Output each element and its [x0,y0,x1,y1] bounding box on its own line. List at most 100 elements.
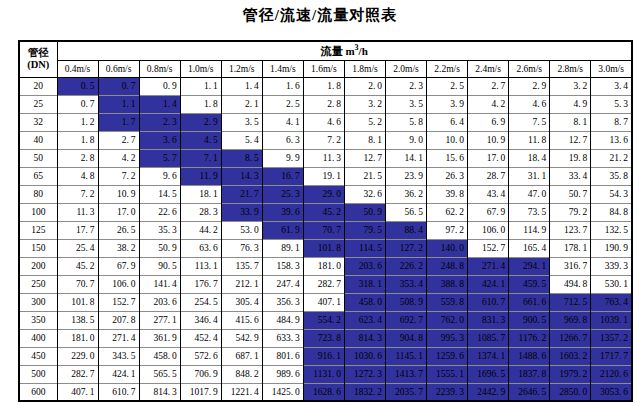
flow-cell: 90. 5 [139,257,180,275]
flow-cell: 114. 9 [509,221,550,239]
flow-cell: 2. 3 [386,77,427,95]
flow-cell-highlighted: 140. 0 [427,239,468,257]
flow-cell-highlighted: 814. 3 [344,329,385,347]
flow-cell: 89. 1 [262,239,303,257]
flow-cell: 4. 2 [98,149,139,167]
flow-cell-highlighted: 2035. 7 [386,383,427,401]
flow-cell: 2. 7 [468,77,509,95]
flow-cell-highlighted: 50. 9 [344,203,385,221]
flow-cell: 407. 1 [303,293,344,311]
flow-cell: 346. 4 [180,311,221,329]
velocity-header: 1.2m/s [221,60,262,77]
flow-cell: 152. 7 [98,293,139,311]
flow-cell-highlighted: 459. 5 [509,275,550,293]
flow-cell: 305. 4 [221,293,262,311]
flow-cell-highlighted: 3. 6 [139,131,180,149]
velocity-header: 2.8m/s [550,60,591,77]
flow-cell: 18. 1 [180,185,221,203]
flow-cell: 6. 3 [262,131,303,149]
flow-cell-highlighted: 2850. 0 [550,383,591,401]
flow-cell: 282. 7 [57,365,98,383]
flow-cell: 54. 3 [591,185,632,203]
flow-cell-highlighted: 318. 1 [344,275,385,293]
flow-cell: 212. 1 [221,275,262,293]
table-row: 350138. 5207. 8277. 1346. 4415. 6484. 95… [19,311,632,329]
flow-cell: 2. 7 [98,131,139,149]
dn-cell: 65 [19,167,57,185]
flow-cell-highlighted: 79. 5 [344,221,385,239]
flow-cell: 22. 6 [139,203,180,221]
flow-cell: 12. 7 [344,149,385,167]
flow-cell: 25. 4 [57,239,98,257]
flow-cell: 7. 2 [303,131,344,149]
flow-cell-highlighted: 1259. 6 [427,347,468,365]
flow-cell-highlighted: 1085. 7 [468,329,509,347]
flow-cell: 254. 5 [180,293,221,311]
flow-cell: 176. 7 [180,275,221,293]
table-row: 500282. 7424. 1565. 5706. 9848. 2989. 61… [19,365,632,383]
flow-cell-highlighted: 61. 9 [262,221,303,239]
flow-cell-highlighted: 271. 4 [468,257,509,275]
flow-cell: 494. 8 [550,275,591,293]
flow-cell: 10. 9 [468,131,509,149]
flow-cell: 5. 4 [221,131,262,149]
flow-cell: 14. 5 [139,185,180,203]
flow-cell: 39. 8 [427,185,468,203]
flow-cell: 62. 2 [427,203,468,221]
flow-cell-highlighted: 70. 7 [303,221,344,239]
flow-cell-highlighted: 2. 9 [180,113,221,131]
flow-cell: 5. 8 [386,113,427,131]
flow-cell: 79. 2 [550,203,591,221]
dn-cell: 150 [19,239,57,257]
flow-cell-highlighted: 1717. 7 [591,347,632,365]
flow-cell-highlighted: 916. 1 [303,347,344,365]
flow-cell-highlighted: 554. 2 [303,311,344,329]
flow-cell-highlighted: 294. 1 [509,257,550,275]
velocity-header: 0.6m/s [98,60,139,77]
table-row: 400181. 0271. 4361. 9452. 4542. 9633. 37… [19,329,632,347]
flow-cell: 1. 8 [57,131,98,149]
flow-cell: 97. 2 [427,221,468,239]
velocity-header: 2.4m/s [468,60,509,77]
flow-cell: 542. 9 [221,329,262,347]
flow-cell-highlighted: 7. 1 [180,149,221,167]
flow-cell: 687. 1 [221,347,262,365]
flow-cell: 207. 8 [98,311,139,329]
page-title: 管径/流速/流量对照表 [0,6,640,25]
dn-cell: 32 [19,113,57,131]
flow-cell: 152. 7 [468,239,509,257]
flow-cell: 141. 4 [139,275,180,293]
flow-cell-highlighted: 1. 1 [98,95,139,113]
flow-cell-highlighted: 763. 4 [591,293,632,311]
flow-cell-highlighted: 424. 1 [468,275,509,293]
flow-cell-highlighted: 114. 5 [344,239,385,257]
flow-cell: 4. 1 [262,113,303,131]
table-row: 450229. 0343. 5458. 0572. 6687. 1801. 69… [19,347,632,365]
flow-cell: 277. 1 [139,311,180,329]
flow-cell-highlighted: 3053. 6 [591,383,632,401]
flow-cell: 21. 2 [591,149,632,167]
flow-cell-highlighted: 1145. 1 [386,347,427,365]
flow-cell: 356. 3 [262,293,303,311]
dn-cell: 50 [19,149,57,167]
flow-cell-highlighted: 248. 8 [427,257,468,275]
flow-cell: 26. 5 [98,221,139,239]
dn-cell: 100 [19,203,57,221]
flow-cell: 271. 4 [98,329,139,347]
flow-cell-highlighted: 508. 9 [386,293,427,311]
flow-cell-highlighted: 1413. 7 [386,365,427,383]
flow-cell: 43. 4 [468,185,509,203]
table-row: 15025. 438. 250. 963. 676. 389. 1101. 81… [19,239,632,257]
flow-cell: 135. 7 [221,257,262,275]
velocity-header: 1.4m/s [262,60,303,77]
velocity-header: 0.8m/s [139,60,180,77]
flow-cell-highlighted: 127. 2 [386,239,427,257]
flow-cell: 5. 3 [591,95,632,113]
flow-cell-highlighted: 712. 5 [550,293,591,311]
dn-cell: 200 [19,257,57,275]
flow-cell: 56. 5 [386,203,427,221]
table-row: 807. 210. 914. 518. 121. 725. 329. 032. … [19,185,632,203]
flow-cell: 178. 1 [550,239,591,257]
flow-cell-highlighted: 1357. 2 [591,329,632,347]
flow-cell-highlighted: 33. 9 [221,203,262,221]
